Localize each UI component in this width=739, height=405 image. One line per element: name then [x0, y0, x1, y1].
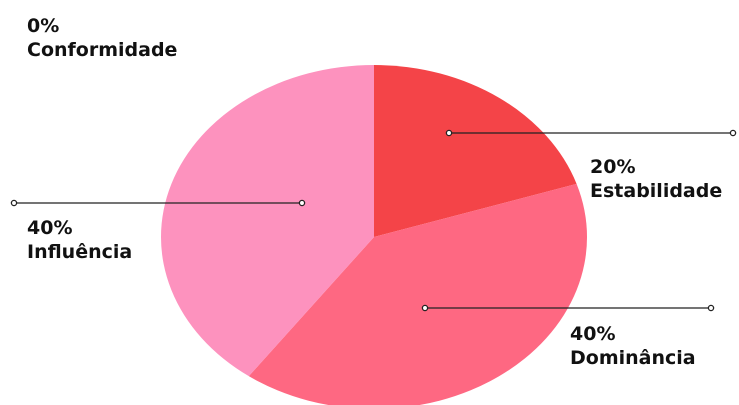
leader-dot: [729, 129, 737, 137]
label-conformidade-value: 0%: [27, 15, 59, 37]
slice-influencia: [160, 65, 374, 377]
leader-dot: [445, 129, 453, 137]
label-dominancia-value: 40%: [570, 323, 615, 345]
slice-estabilidade: [374, 65, 577, 237]
leader-dot: [298, 199, 306, 207]
label-influencia-name: Influência: [27, 241, 132, 263]
label-estabilidade-value: 20%: [590, 156, 635, 178]
leader-dot: [421, 304, 429, 312]
label-conformidade-name: Conformidade: [27, 39, 177, 61]
leader-lines: [10, 129, 737, 312]
leader-dominancia: [421, 304, 715, 312]
pie-slices: [160, 65, 587, 405]
leader-dot: [707, 304, 715, 312]
slice-dominancia: [248, 183, 587, 405]
label-dominancia-name: Dominância: [570, 347, 696, 369]
leader-influencia: [10, 199, 306, 207]
label-influencia-value: 40%: [27, 217, 72, 239]
slice-labels: 0% Conformidade 20% Estabilidade 40% Inf…: [27, 15, 722, 369]
leader-estabilidade: [445, 129, 737, 137]
leader-dot: [10, 199, 18, 207]
label-estabilidade-name: Estabilidade: [590, 180, 722, 202]
